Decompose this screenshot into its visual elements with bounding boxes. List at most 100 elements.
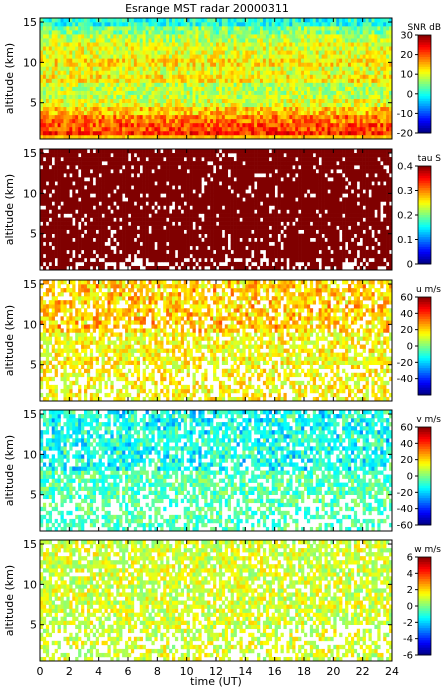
heatmap-cell [374,74,378,79]
heatmap-cell [230,257,234,263]
heatmap-cell [192,62,196,67]
heatmap-cell [224,90,229,95]
heatmap-cell [75,82,79,87]
heatmap-cell [213,22,217,27]
heatmap-cell [289,30,293,35]
heatmap-cell [230,261,234,267]
heatmap-cell [309,94,314,99]
heatmap-cell [333,74,337,79]
heatmap-cell [262,261,267,267]
heatmap-cell [172,58,176,63]
heatmap-cell [104,102,108,108]
heatmap-cell [254,118,258,124]
heatmap-cell [221,110,226,116]
heatmap-cell [236,134,240,140]
heatmap-cell [221,18,226,23]
heatmap-cell [230,217,234,222]
heatmap-cell [51,86,55,91]
heatmap-cell [101,18,105,23]
heatmap-cell [189,34,193,39]
heatmap-cell [321,18,325,23]
heatmap-cell [107,233,111,239]
heatmap-cell [348,122,352,128]
heatmap-cell [42,229,47,234]
heatmap-cell [142,98,146,103]
heatmap-cell [333,122,337,128]
heatmap-cell [383,245,387,251]
heatmap-cell [63,253,67,259]
heatmap-cell [386,229,390,234]
heatmap-cell [248,253,252,259]
heatmap-cell [186,70,190,75]
heatmap-cell [98,70,102,75]
heatmap-cell [183,38,187,43]
heatmap-cell [133,245,138,251]
heatmap-cell [186,18,190,23]
heatmap-cell [327,38,331,43]
heatmap-cell [271,265,275,271]
heatmap-cell [301,58,305,63]
heatmap-cell [304,241,308,247]
heatmap-cell [57,18,61,23]
heatmap-cell [122,58,126,63]
heatmap-cell [298,102,302,108]
heatmap-cell [321,78,325,83]
heatmap-cell [386,122,390,128]
heatmap-cell [145,50,149,55]
heatmap-cell [107,22,111,27]
heatmap-cell [133,126,138,132]
heatmap-cell [160,217,164,222]
heatmap-cell [321,38,325,43]
heatmap-cell [163,26,167,31]
heatmap-cell [368,261,372,267]
heatmap-cell [148,66,152,71]
heatmap-cell [116,233,120,239]
heatmap-cell [389,257,393,263]
heatmap-cell [63,265,67,271]
heatmap-cell [224,221,229,226]
heatmap-cell [306,58,311,63]
heatmap-cell [377,106,381,112]
heatmap-cell [380,26,384,31]
heatmap-cell [318,229,322,234]
heatmap-cell [63,58,67,63]
heatmap-cell [198,58,202,63]
heatmap-cell [248,98,252,103]
heatmap-cell [245,46,249,51]
heatmap-cell [318,26,322,31]
heatmap-cell [254,46,258,51]
heatmap-cell [321,134,325,140]
heatmap-cell [84,38,88,43]
heatmap-cell [386,98,390,103]
heatmap-cell [195,62,199,67]
heatmap-cell [204,18,208,23]
heatmap-cell [116,261,120,267]
heatmap-cell [227,253,231,259]
heatmap-cell [204,134,208,140]
heatmap-cell [380,18,384,23]
heatmap-cell [330,241,334,247]
heatmap-cell [356,66,361,71]
colorbar-step [418,84,431,87]
heatmap-cell [368,74,372,79]
heatmap-cell [268,98,273,103]
heatmap-cell [348,18,352,23]
heatmap-cell [101,122,105,128]
heatmap-cell [371,221,375,226]
heatmap-cell [45,134,50,140]
heatmap-cell [227,58,231,63]
heatmap-cell [386,118,390,124]
heatmap-cell [301,74,305,79]
heatmap-cell [312,18,317,23]
heatmap-cell [198,110,202,116]
heatmap-cell [166,225,170,230]
heatmap-cell [54,265,58,271]
heatmap-cell [327,78,331,83]
heatmap-cell [350,225,355,230]
heatmap-cell [51,18,55,23]
heatmap-cell [75,229,79,234]
heatmap-cell [95,34,99,39]
heatmap-cell [218,110,223,116]
heatmap-cell [309,134,314,140]
